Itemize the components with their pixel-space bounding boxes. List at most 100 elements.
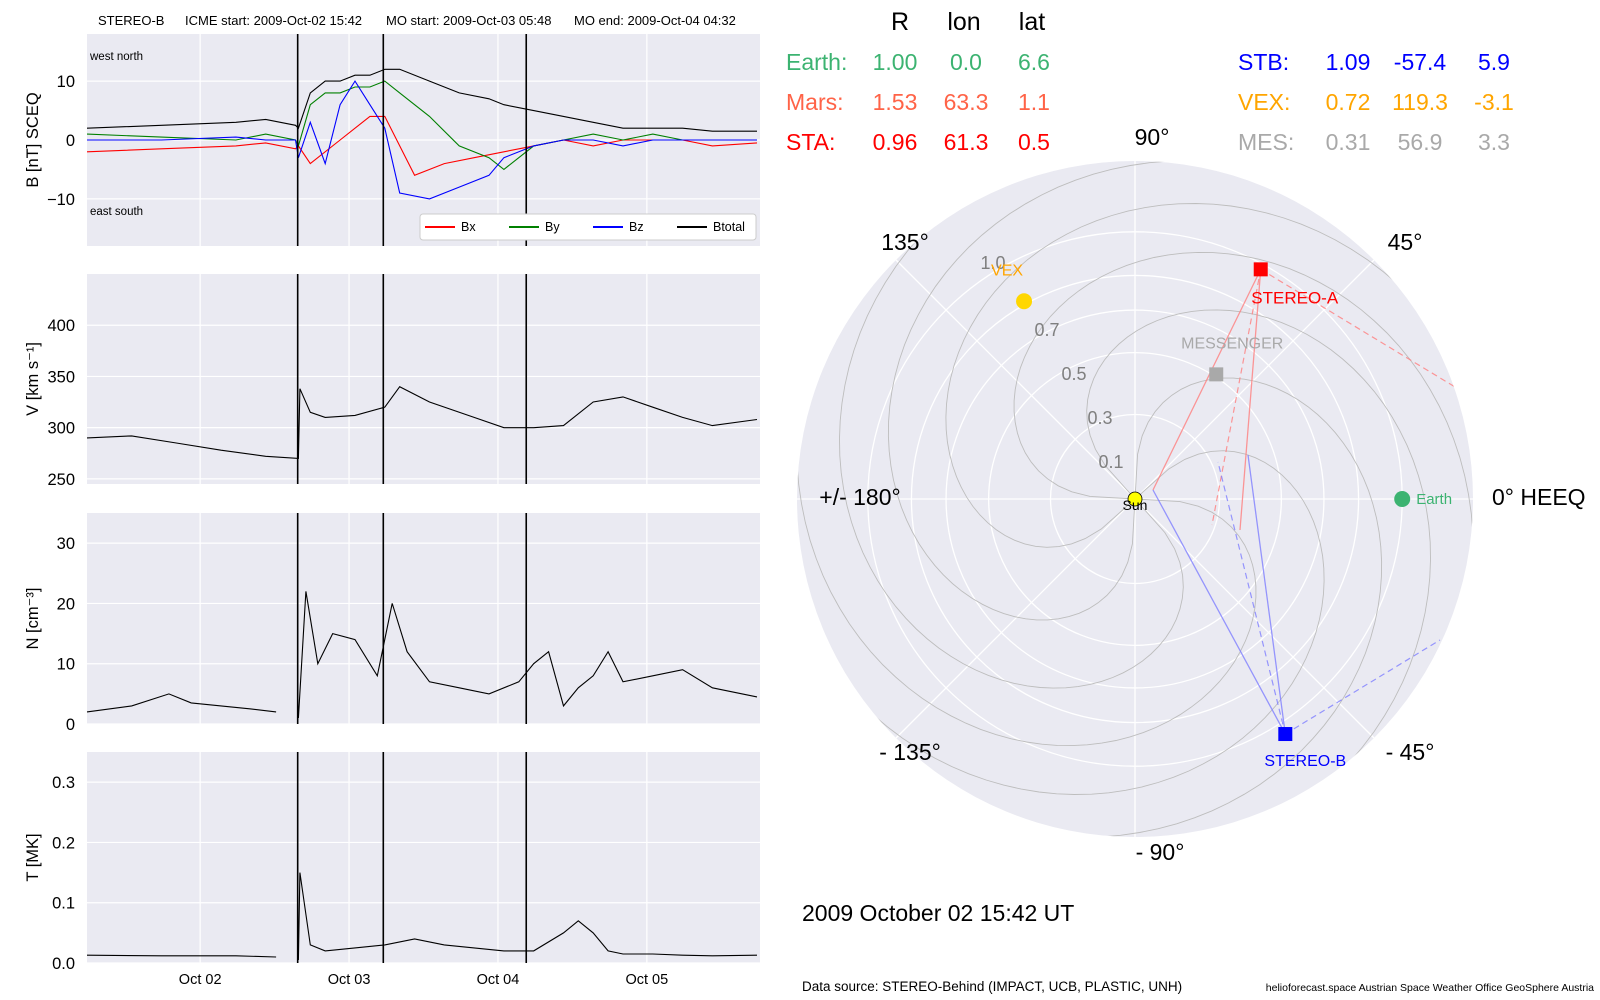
radial-tick-label: 0.3: [1087, 408, 1112, 428]
table-cell-r: 1.09: [1326, 49, 1371, 75]
annotation-east-south: east south: [90, 206, 143, 218]
table-header-lon: lon: [947, 8, 980, 36]
table-cell-lat: 5.9: [1478, 49, 1510, 75]
table-row-name: STB:: [1238, 49, 1289, 75]
body-earth-label: Earth: [1416, 491, 1452, 508]
y-tick-label: 0: [66, 716, 75, 734]
series-line-btotal: [86, 68, 757, 132]
polar-grid-spoke: [1134, 259, 1375, 500]
body-stereo-b-marker: [1278, 727, 1293, 742]
angle-label: - 90°: [1136, 839, 1185, 865]
angle-label: - 45°: [1386, 739, 1435, 765]
table-row-name: Mars:: [786, 89, 844, 115]
angle-label: 90°: [1135, 124, 1170, 150]
angle-label: 135°: [881, 229, 929, 255]
stb-line: [1247, 454, 1286, 735]
legend: Bx By Bz Btotal: [419, 213, 757, 241]
parker-spiral-line: [839, 195, 1184, 689]
y-tick-label: 250: [47, 471, 75, 489]
body-vex-marker: [1016, 293, 1033, 310]
body-stereo-a-label: STEREO-A: [1251, 288, 1339, 307]
table-cell-r: 0.96: [873, 129, 918, 155]
series-line-bz: [87, 80, 757, 200]
y-tick-label: 300: [47, 420, 75, 438]
y-tick-label: 10: [57, 656, 75, 674]
panel-background: [87, 752, 760, 963]
polar-grid-spoke: [895, 498, 1136, 739]
y-axis-label: V [km s⁻¹]: [24, 342, 42, 416]
spacecraft-lines: [1152, 268, 1461, 735]
table-cell-lat: 6.6: [1018, 49, 1050, 75]
legend-label-bx: Bx: [461, 220, 476, 234]
body-sun-label: Sun: [1123, 497, 1148, 513]
table-cell-lon: 61.3: [944, 129, 989, 155]
table-cell-lat: -3.1: [1474, 89, 1514, 115]
legend-label-by: By: [545, 220, 560, 234]
y-tick-label: 350: [47, 368, 75, 386]
title-mo-end: MO end: 2009-Oct-04 04:32: [574, 13, 736, 28]
panel-background: [87, 513, 760, 724]
table-cell-r: 0.31: [1326, 129, 1371, 155]
table-cell-lon: -57.4: [1394, 49, 1447, 75]
table-header-r: R: [891, 8, 909, 36]
title-mo-start: MO start: 2009-Oct-03 05:48: [386, 13, 551, 28]
y-tick-label: 30: [57, 535, 75, 553]
x-tick-label: Oct 02: [179, 972, 222, 988]
y-tick-label: 20: [57, 595, 75, 613]
table-cell-lat: 3.3: [1478, 129, 1510, 155]
parker-spiral-line: [887, 161, 1229, 621]
parker-spiral-line: [945, 203, 1439, 548]
polar-position-plot: 0.1 0.3 0.5 0.7 1.0 90° 45° 0° HEEQ - 45° - 90° - …: [797, 124, 1586, 865]
table-cell-lon: 119.3: [1392, 89, 1448, 115]
y-tick-label: 400: [47, 317, 75, 335]
title-icme-start: ICME start: 2009-Oct-02 15:42: [185, 13, 362, 28]
angle-label: - 135°: [879, 739, 941, 765]
annotation-west-north: west north: [89, 51, 143, 63]
sta-line: [1239, 269, 1262, 531]
table-cell-lon: 56.9: [1398, 129, 1443, 155]
table-row-name: VEX:: [1238, 89, 1290, 115]
parker-spiral-line: [831, 450, 1325, 795]
table-cell-lat: 0.5: [1018, 129, 1050, 155]
parker-spiral-line: [797, 405, 1257, 747]
x-tick-label: Oct 04: [477, 972, 520, 988]
legend-box: [419, 213, 757, 241]
y-axis-label: T [MK]: [24, 833, 42, 881]
table-header-lat: lat: [1019, 8, 1045, 36]
table-row-name: Earth:: [786, 49, 847, 75]
body-sun-marker: [1127, 491, 1143, 507]
series-line-temperature-1: [297, 872, 758, 961]
series-line-bx: [86, 115, 758, 176]
y-axis-label: N [cm⁻³]: [24, 588, 42, 650]
series-line-temperature-0: [86, 954, 277, 958]
table-cell-r: 1.00: [873, 49, 918, 75]
timestamp: 2009 October 02 15:42 UT: [802, 900, 1074, 926]
series-line-speed-0: [86, 385, 758, 459]
legend-label-btotal: Btotal: [713, 220, 745, 234]
body-stereo-a-marker: [1253, 262, 1268, 277]
body-stereo-b-label: STEREO-B: [1264, 753, 1346, 770]
parker-spirals: [797, 161, 1473, 837]
body-vex-label: VEX: [991, 262, 1023, 279]
y-tick-label: 0.2: [52, 834, 75, 852]
panel-speed: 400 350 300 250 V [km s⁻¹]: [24, 274, 760, 489]
panel-temperature: 0.3 0.2 0.1 0.0 T [MK] Oct 02 Oct 03 Oct 04 Oct …: [24, 752, 760, 988]
angle-label: 45°: [1388, 229, 1423, 255]
table-cell-lon: 63.3: [944, 89, 989, 115]
legend-label-bz: Bz: [629, 220, 644, 234]
parker-spiral-line: [1013, 251, 1473, 593]
title-spacecraft: STEREO-B: [98, 13, 164, 28]
y-tick-label: 0: [66, 132, 75, 150]
stb-dashed-line: [1217, 461, 1286, 735]
sta-line: [1152, 269, 1262, 491]
radial-tick-label: 0.5: [1061, 364, 1086, 384]
y-tick-label: −10: [47, 191, 75, 209]
stb-line: [1152, 489, 1286, 735]
radial-tick-label: 1.0: [980, 253, 1005, 273]
stb-dashed-line: [1284, 639, 1441, 735]
polar-grid-spoke: [895, 259, 1136, 500]
